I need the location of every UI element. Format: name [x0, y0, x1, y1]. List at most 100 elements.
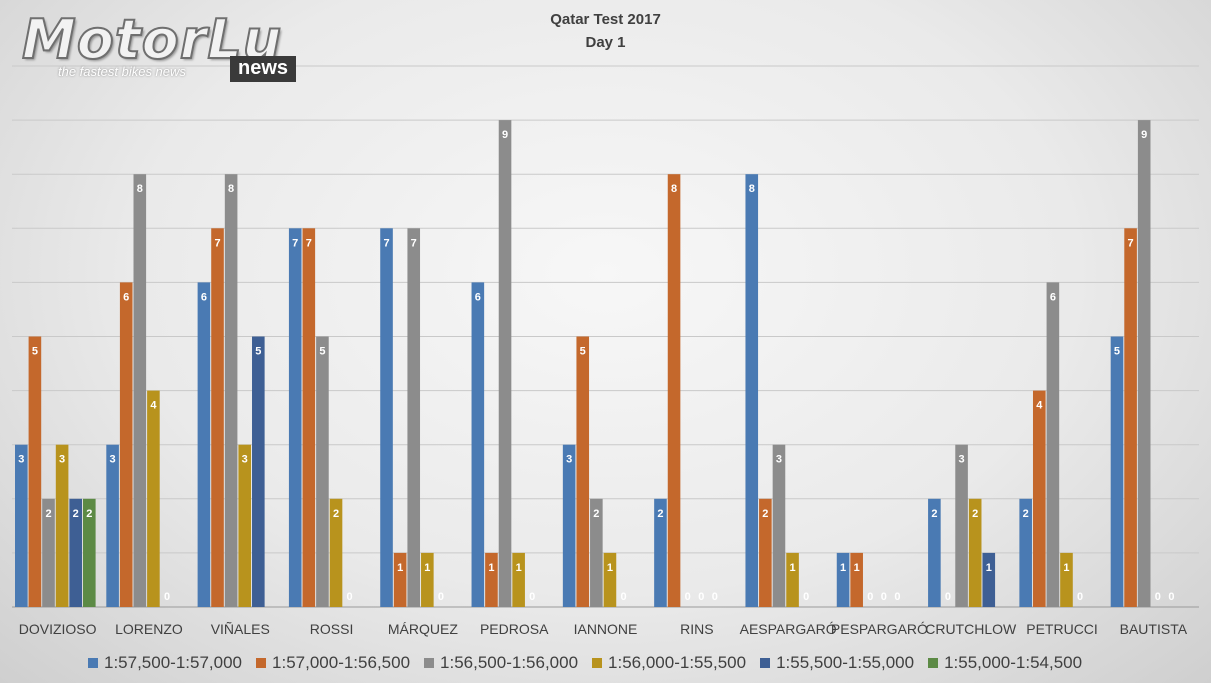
chart-title: Qatar Test 2017: [550, 11, 661, 28]
data-label: 2: [45, 508, 51, 520]
legend-item: 1:57,000-1:56,500: [256, 653, 410, 673]
bar: [562, 444, 576, 607]
bar: [252, 336, 265, 607]
bar: [106, 444, 119, 607]
bar: [316, 336, 329, 607]
bar: [1032, 390, 1046, 607]
bar: [1137, 120, 1151, 607]
bar: [667, 174, 681, 607]
bar: [968, 498, 982, 607]
legend-swatch: [592, 658, 603, 668]
data-label: 6: [475, 291, 481, 303]
data-label: 0: [347, 591, 353, 603]
logo-tagline: the fastest bikes news: [58, 64, 186, 79]
data-label: 3: [18, 454, 24, 466]
bar: [55, 444, 69, 607]
data-label: 2: [73, 508, 79, 520]
data-label: 2: [1023, 508, 1029, 520]
bar: [421, 552, 434, 607]
bar: [654, 498, 667, 607]
data-label: 3: [959, 454, 965, 466]
data-label: 2: [972, 508, 978, 520]
data-label: 5: [319, 346, 325, 358]
bar: [380, 228, 393, 608]
data-label: 7: [306, 237, 312, 249]
data-label: 0: [529, 591, 535, 603]
data-label: 0: [698, 591, 704, 603]
data-label: 1: [840, 562, 846, 574]
bar: [471, 282, 485, 607]
data-label: 0: [438, 591, 444, 603]
data-label: 6: [1050, 291, 1056, 303]
bar: [603, 552, 617, 607]
data-label: 0: [881, 591, 887, 603]
data-label: 9: [1141, 129, 1147, 141]
data-label: 3: [59, 454, 65, 466]
bar: [119, 282, 133, 607]
bar: [288, 228, 302, 608]
data-label: 2: [86, 508, 92, 520]
data-label: 1: [488, 562, 494, 574]
bar: [83, 498, 96, 607]
bar: [42, 498, 55, 607]
data-label: 2: [762, 508, 768, 520]
category-label: VIÑALES: [211, 621, 270, 637]
legend-label: 1:57,000-1:56,500: [272, 653, 411, 672]
data-label: 1: [397, 562, 403, 574]
data-label: 8: [228, 183, 234, 195]
bar: [850, 552, 863, 607]
data-label: 0: [945, 591, 951, 603]
category-label: IANNONE: [574, 621, 638, 637]
data-label: 6: [123, 291, 129, 303]
data-label: 5: [255, 346, 261, 358]
legend-swatch: [88, 658, 98, 668]
data-label: 0: [1077, 591, 1083, 603]
data-label: 0: [164, 591, 170, 603]
bar: [836, 552, 850, 607]
bar: [211, 228, 224, 608]
legend-item: 1:57,500-1:57,000: [88, 653, 242, 673]
bar: [786, 552, 799, 607]
legend-label: 1:55,500-1:55,000: [776, 653, 915, 672]
data-label: 2: [657, 508, 663, 520]
logo: MotorLu the fastest bikes news news: [18, 7, 318, 84]
legend-swatch: [760, 658, 771, 668]
data-label: 1: [607, 562, 613, 574]
data-label: 1: [986, 562, 992, 574]
legend-item: 1:56,000-1:55,500: [592, 653, 746, 673]
data-label: 3: [566, 454, 572, 466]
category-label: RINS: [680, 621, 713, 637]
bar: [147, 390, 160, 607]
data-label: 8: [671, 183, 677, 195]
data-label: 4: [150, 400, 157, 412]
data-label: 2: [931, 508, 937, 520]
data-label: 0: [685, 591, 691, 603]
bar: [772, 444, 786, 607]
bar: [576, 336, 590, 607]
data-label: 0: [1168, 591, 1174, 603]
bar: [133, 174, 147, 607]
legend-label: 1:57,500-1:57,000: [104, 653, 243, 672]
data-label: 1: [424, 562, 430, 574]
category-label: PESPARGARÓ: [831, 621, 928, 637]
bar: [512, 552, 525, 607]
bar: [745, 174, 759, 607]
bar: [590, 498, 603, 607]
legend-swatch: [928, 658, 939, 668]
data-label: 7: [292, 237, 298, 249]
bar: [15, 444, 28, 607]
data-label: 4: [1036, 400, 1043, 412]
data-label: 7: [214, 237, 220, 249]
category-label: ROSSI: [310, 621, 354, 637]
data-label: 7: [411, 237, 417, 249]
data-label: 7: [383, 237, 389, 249]
bar: [1046, 282, 1060, 607]
data-label: 9: [502, 129, 508, 141]
data-label: 1: [789, 562, 795, 574]
bar: [485, 552, 498, 607]
data-label: 1: [1063, 562, 1069, 574]
bar: [759, 498, 772, 607]
category-label: CRUTCHLOW: [925, 621, 1017, 637]
data-label: 2: [333, 508, 339, 520]
